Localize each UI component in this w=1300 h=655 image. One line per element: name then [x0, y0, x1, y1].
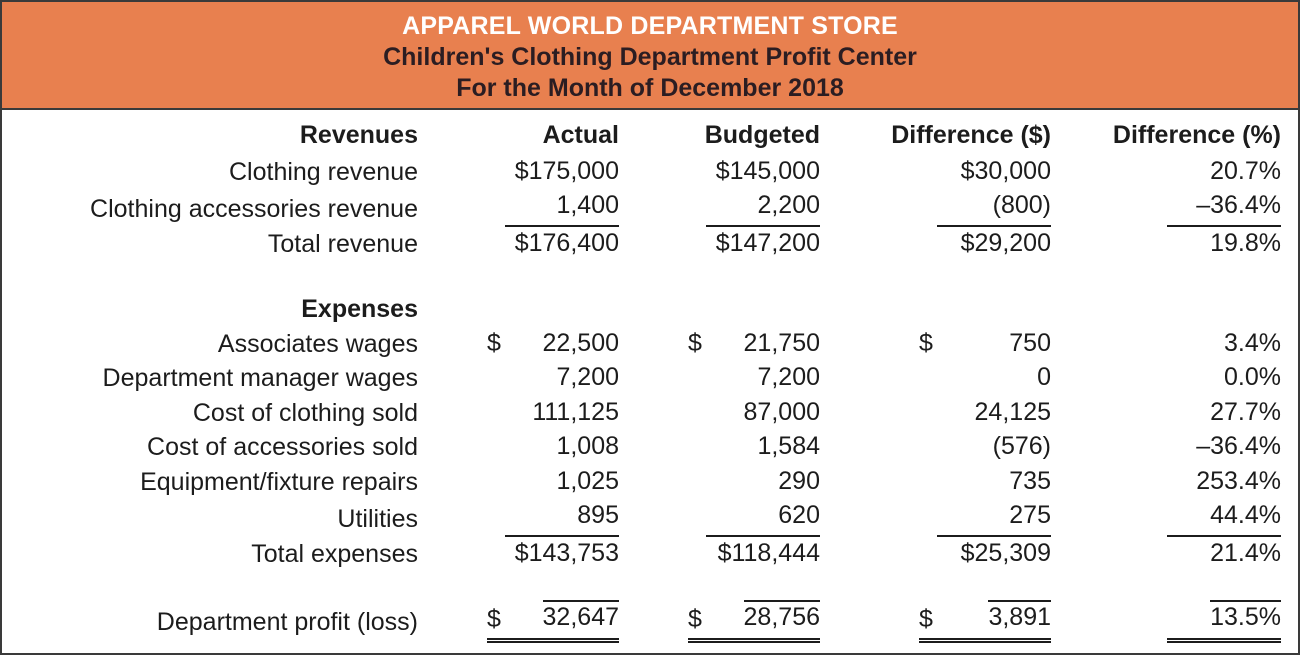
- table-row: Associates wages $22,500 $21,750 $750: [14, 327, 1281, 362]
- row-label-associates-wages: Associates wages: [217, 329, 418, 358]
- table-row: Clothing revenue $175,000 $145,000 $30,0…: [14, 155, 1281, 190]
- cell-cost-of-accessories-sold-budgeted: 1,584: [757, 432, 820, 460]
- cell-department-profit-budgeted: $28,756: [619, 600, 820, 642]
- cell-total-revenue-diff-percent: 19.8%: [1210, 228, 1281, 257]
- cell-total-revenue-diff-dollar: $29,200: [960, 228, 1051, 257]
- table-row: Cost of accessories sold 1,008 1,584 (57…: [14, 430, 1281, 465]
- report-body: Revenues Actual Budgeted Difference ($) …: [2, 110, 1298, 642]
- cell-associates-wages-budgeted: $21,750: [619, 327, 820, 362]
- cell-department-manager-wages-diff-percent: 0.0%: [1224, 363, 1281, 391]
- row-label-department-profit-loss: Department profit (loss): [156, 608, 418, 636]
- cell-cost-of-accessories-sold-diff-percent: –36.4%: [1196, 432, 1281, 460]
- cell-department-manager-wages-actual: 7,200: [556, 363, 619, 391]
- cell-clothing-revenue-diff-percent: 20.7%: [1210, 156, 1281, 185]
- report-header-band: APPAREL WORLD DEPARTMENT STORE Children'…: [2, 2, 1298, 110]
- cell-cost-of-clothing-sold-actual: 111,125: [532, 397, 619, 426]
- report-subtitle: Children's Clothing Department Profit Ce…: [383, 43, 917, 71]
- cell-clothing-accessories-revenue-diff-percent: –36.4%: [1051, 189, 1281, 227]
- currency-symbol: $: [487, 605, 501, 633]
- cell-total-revenue-actual: $176,400: [514, 228, 619, 257]
- company-name: APPAREL WORLD DEPARTMENT STORE: [402, 12, 898, 40]
- spacer-row: [14, 261, 1281, 293]
- row-label-total-expenses: Total expenses: [251, 539, 418, 568]
- cell-department-manager-wages-budgeted: 7,200: [757, 363, 820, 391]
- column-header-actual: Actual: [542, 121, 619, 149]
- cell-total-expenses-diff-dollar: $25,309: [960, 538, 1051, 567]
- cell-clothing-accessories-revenue-actual: 1,400: [418, 189, 619, 227]
- currency-symbol: $: [487, 328, 501, 357]
- row-label-cost-of-clothing-sold: Cost of clothing sold: [192, 398, 418, 427]
- cell-total-revenue-budgeted: $147,200: [715, 228, 820, 257]
- cell-equipment-fixture-repairs-budgeted: 290: [778, 466, 820, 495]
- cell-cost-of-clothing-sold-diff-percent: 27.7%: [1210, 397, 1281, 426]
- table-row: Equipment/fixture repairs 1,025 290 735 …: [14, 465, 1281, 500]
- cell-equipment-fixture-repairs-actual: 1,025: [556, 466, 619, 495]
- row-label-total-revenue: Total revenue: [267, 229, 418, 258]
- cell-total-expenses-actual: $143,753: [514, 538, 619, 567]
- cell-clothing-revenue-actual: $175,000: [514, 156, 619, 185]
- column-header-budgeted: Budgeted: [704, 121, 820, 149]
- table-row-total: Total revenue $176,400 $147,200 $29,200 …: [14, 227, 1281, 262]
- table-header-row: Revenues Actual Budgeted Difference ($) …: [14, 110, 1281, 155]
- cell-utilities-actual: 895: [418, 499, 619, 537]
- column-header-difference-percent: Difference (%): [1112, 121, 1281, 149]
- table-row: Department manager wages 7,200 7,200 0 0…: [14, 361, 1281, 396]
- table-row: Utilities 895 620 275 44.4%: [14, 499, 1281, 537]
- column-header-revenues: Revenues: [299, 121, 418, 149]
- row-label-clothing-revenue: Clothing revenue: [228, 157, 418, 186]
- section-heading-row-expenses: Expenses: [14, 293, 1281, 327]
- cell-cost-of-clothing-sold-budgeted: 87,000: [743, 397, 820, 426]
- currency-symbol: $: [919, 328, 933, 357]
- column-header-difference-dollar: Difference ($): [891, 121, 1051, 149]
- row-label-clothing-accessories-revenue: Clothing accessories revenue: [90, 195, 418, 223]
- cell-department-manager-wages-diff-dollar: 0: [1037, 363, 1051, 391]
- cell-utilities-diff-dollar: 275: [820, 499, 1051, 537]
- cell-department-profit-actual: $32,647: [418, 600, 619, 642]
- row-label-equipment-fixture-repairs: Equipment/fixture repairs: [140, 467, 418, 496]
- row-label-cost-of-accessories-sold: Cost of accessories sold: [147, 433, 418, 461]
- profit-center-table: Revenues Actual Budgeted Difference ($) …: [14, 110, 1281, 642]
- cell-associates-wages-actual: $22,500: [418, 327, 619, 362]
- currency-symbol: $: [919, 605, 933, 633]
- spacer-row: [14, 571, 1281, 601]
- currency-symbol: $: [688, 605, 702, 633]
- cell-utilities-diff-percent: 44.4%: [1051, 499, 1281, 537]
- table-row: Cost of clothing sold 111,125 87,000 24,…: [14, 396, 1281, 431]
- table-row-grand-total: Department profit (loss) $32,647 $28,756: [14, 600, 1281, 642]
- cell-equipment-fixture-repairs-diff-percent: 253.4%: [1196, 466, 1281, 495]
- cell-clothing-revenue-budgeted: $145,000: [715, 156, 820, 185]
- cell-cost-of-accessories-sold-actual: 1,008: [556, 432, 619, 460]
- cell-associates-wages-diff-dollar: $750: [820, 327, 1051, 362]
- cell-cost-of-clothing-sold-diff-dollar: 24,125: [974, 397, 1051, 426]
- cell-clothing-accessories-revenue-budgeted: 2,200: [619, 189, 820, 227]
- cell-clothing-accessories-revenue-diff-dollar: (800): [820, 189, 1051, 227]
- row-label-utilities: Utilities: [337, 505, 418, 533]
- section-heading-expenses: Expenses: [301, 295, 418, 323]
- cell-clothing-revenue-diff-dollar: $30,000: [960, 156, 1051, 185]
- report-period: For the Month of December 2018: [456, 74, 844, 102]
- table-row: Clothing accessories revenue 1,400 2,200…: [14, 189, 1281, 227]
- cell-total-expenses-budgeted: $118,444: [717, 538, 820, 567]
- cell-utilities-budgeted: 620: [619, 499, 820, 537]
- cell-associates-wages-diff-percent: 3.4%: [1224, 328, 1281, 357]
- cell-cost-of-accessories-sold-diff-dollar: (576): [992, 432, 1051, 460]
- cell-equipment-fixture-repairs-diff-dollar: 735: [1009, 466, 1051, 495]
- cell-total-expenses-diff-percent: 21.4%: [1210, 538, 1281, 567]
- table-row-total: Total expenses $143,753 $118,444 $25,309…: [14, 537, 1281, 572]
- currency-symbol: $: [688, 328, 702, 357]
- row-label-department-manager-wages: Department manager wages: [102, 364, 418, 392]
- cell-department-profit-diff-dollar: $3,891: [820, 600, 1051, 642]
- cell-department-profit-diff-percent: 13.5%: [1051, 600, 1281, 642]
